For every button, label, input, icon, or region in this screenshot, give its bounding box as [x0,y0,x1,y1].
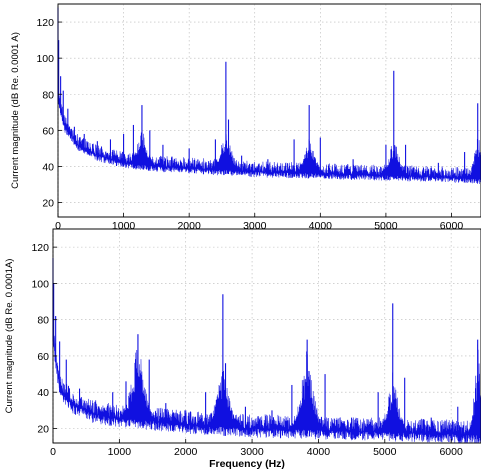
y-tick-label: 40 [42,161,54,173]
y-tick-label: 20 [42,198,54,210]
spectrum-trace [52,326,481,444]
plot-area [52,228,481,444]
spectrum-trace [57,89,481,185]
y-axis-label: Current magnitude (dB Re. 0.0001A) [4,259,15,414]
axes-frame [52,228,481,444]
y-tick-label: 20 [37,423,49,435]
y-tick-label: 60 [37,351,49,363]
y-tick-label: 100 [36,53,54,65]
x-tick-label: 1000 [108,446,132,458]
y-axis-label: Current magnitude (dB Re. 0.0001 A) [10,32,21,189]
y-tick-label: 100 [31,278,49,290]
x-tick-label: 4000 [307,446,331,458]
y-tick-label: 40 [37,387,49,399]
x-tick-label: 2000 [174,446,198,458]
x-tick-label: 3000 [240,446,264,458]
y-tick-label: 80 [37,315,49,327]
x-tick-label: 5000 [373,446,397,458]
y-tick-label: 120 [31,242,49,254]
y-tick-label: 80 [42,89,54,101]
x-tick-label: 6000 [439,446,463,458]
x-tick-label: 0 [50,446,56,458]
axes-frame [57,3,481,218]
y-tick-label: 60 [42,125,54,137]
x-axis-label: Frequency (Hz) [209,458,285,470]
plot-area [57,3,481,218]
chart-panel-2: 20 40 60 80 100 120 0 1000 2000 3000 4000 5000 6000 C… [4,228,481,470]
x-tick-label: 0 [55,220,61,232]
y-tick-label: 120 [36,17,54,29]
